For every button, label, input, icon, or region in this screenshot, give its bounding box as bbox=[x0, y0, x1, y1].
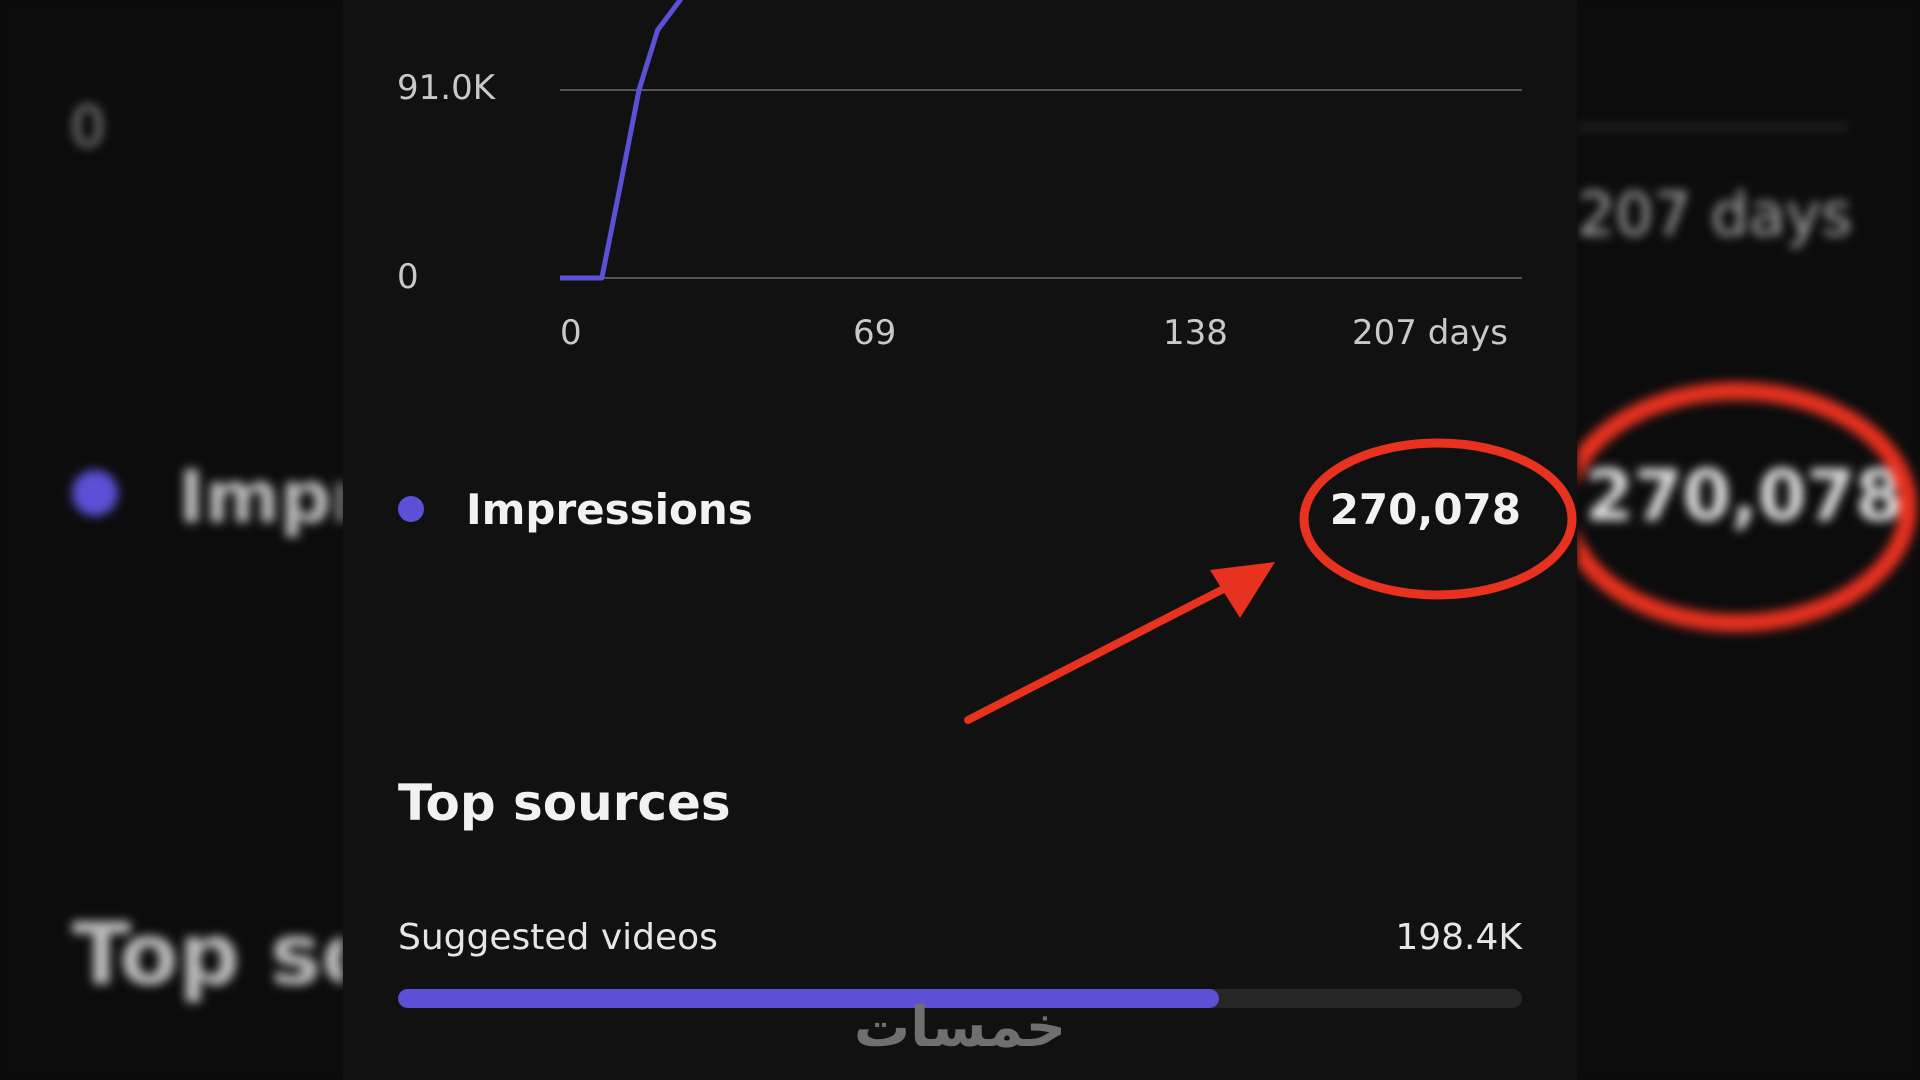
x-tick-label: 138 bbox=[1163, 313, 1228, 353]
annotation-ellipse-blur bbox=[1577, 382, 1917, 632]
legend-label: Impressions bbox=[466, 485, 753, 534]
gridline-blur bbox=[1577, 126, 1847, 128]
source-value: 198.4K bbox=[1395, 917, 1522, 958]
x-tick-label: 207 days bbox=[1352, 313, 1508, 353]
top-sources-title: Top sources bbox=[398, 774, 731, 832]
source-progress-fill bbox=[398, 989, 1219, 1008]
blurred-background-left: 0 Impressions Top sources bbox=[0, 0, 343, 1080]
watermark-logo: خمسات bbox=[853, 995, 1067, 1060]
legend-dot-blur bbox=[72, 470, 118, 516]
source-progress-bar bbox=[398, 989, 1522, 1008]
x-tick-label: 0 bbox=[560, 313, 582, 353]
legend-label-blur: Impressions bbox=[178, 455, 343, 539]
y-tick-blur: 0 bbox=[70, 95, 106, 160]
legend-dot bbox=[398, 496, 424, 522]
source-label: Suggested videos bbox=[398, 917, 718, 958]
x-tick-label: 69 bbox=[853, 313, 897, 353]
y-tick-label: 91.0K bbox=[397, 68, 495, 108]
x-tick-blur: 207 days bbox=[1577, 180, 1853, 250]
blurred-background-right: 207 days 270,078 bbox=[1577, 0, 1920, 1080]
gridline bbox=[560, 89, 1522, 91]
legend-value: 270,078 bbox=[1329, 485, 1521, 534]
gridline-baseline bbox=[560, 277, 1522, 279]
y-tick-label: 0 bbox=[397, 257, 419, 297]
top-sources-title-blur: Top sources bbox=[72, 905, 343, 1005]
